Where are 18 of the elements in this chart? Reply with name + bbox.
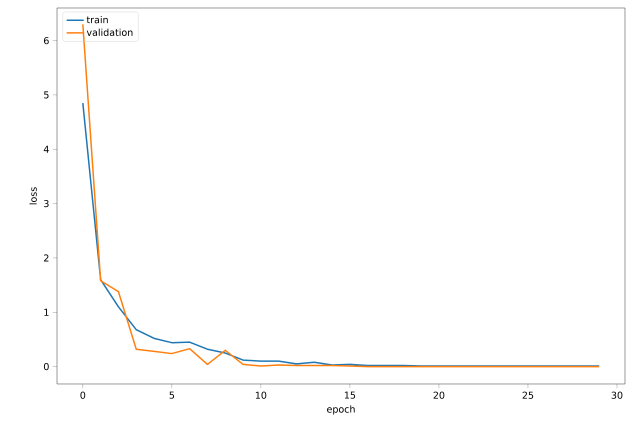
legend-label: train (86, 16, 108, 24)
x-tick-label: 15 (344, 392, 356, 399)
x-tick-label: 20 (434, 392, 444, 399)
y-axis-title: loss (29, 187, 37, 204)
y-tick-label: 0 (44, 363, 49, 370)
y-tick-label: 2 (44, 254, 48, 262)
y-tick-label: 4 (44, 146, 49, 153)
x-tick-label: 5 (170, 392, 174, 399)
x-tick-label: 0 (80, 392, 86, 399)
x-axis-title: epoch (327, 405, 355, 415)
x-tick-label: 25 (522, 392, 534, 399)
y-tick-label: 5 (44, 91, 49, 98)
y-tick-label: 6 (44, 36, 49, 44)
x-tick-label: 10 (256, 392, 266, 399)
x-tick-label: 30 (612, 392, 622, 399)
y-tick-label: 1 (44, 308, 49, 316)
legend-label: validation (86, 28, 132, 36)
y-tick-label: 3 (44, 200, 49, 208)
